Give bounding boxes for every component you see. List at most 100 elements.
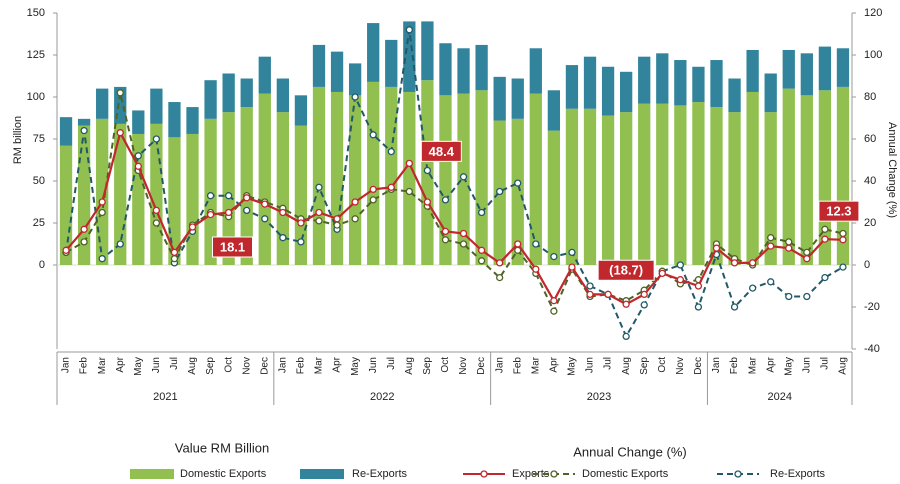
line-marker (622, 332, 630, 341)
bar-segment (204, 118, 217, 265)
bar-segment (403, 21, 416, 92)
line-marker (550, 297, 558, 305)
x-tick-label: Feb (729, 357, 740, 375)
year-label: 2023 (587, 391, 611, 403)
bar-segment (294, 95, 308, 126)
x-tick-label: Oct (657, 357, 668, 373)
x-tick-label: Apr (332, 356, 343, 372)
x-tick-label: Mar (97, 356, 108, 374)
line-marker (261, 215, 269, 223)
line-marker (98, 255, 106, 263)
line-marker (477, 208, 486, 217)
line-marker (152, 135, 161, 143)
bar-segment (348, 63, 362, 96)
value-label-box (818, 200, 860, 222)
line-marker (514, 179, 522, 187)
bar-segment (150, 88, 163, 124)
bar-segment (620, 71, 633, 113)
line-marker (532, 240, 540, 248)
line-marker (315, 208, 323, 217)
bar-segment (240, 78, 253, 108)
line-marker (80, 126, 88, 135)
line-marker (676, 261, 685, 269)
line-marker (568, 263, 576, 271)
line-marker (767, 242, 775, 250)
bar-segment (330, 91, 344, 266)
x-tick-label: May (350, 357, 361, 376)
line-marker (622, 300, 630, 308)
bar-segment (475, 90, 488, 265)
legend-heading: Annual Change (%) (573, 444, 686, 459)
line-marker (839, 236, 847, 244)
bar-segment (601, 66, 615, 116)
line-marker (730, 303, 739, 311)
line-marker (116, 240, 124, 248)
line-marker (803, 255, 811, 263)
bar-segment (276, 78, 289, 113)
line-marker (514, 240, 522, 248)
x-tick-label: Sep (639, 357, 650, 375)
line-marker (333, 215, 341, 223)
line-marker (98, 208, 106, 217)
line-marker (477, 246, 486, 254)
x-tick-label: Aug (404, 357, 415, 375)
bar-segment (385, 86, 398, 265)
bar-segment (312, 86, 326, 265)
x-tick-label: Jun (585, 357, 596, 373)
y2-tick-label: -40 (864, 343, 880, 355)
bar-segment (656, 53, 669, 104)
y2-tick-label: 60 (864, 133, 876, 145)
x-tick-label: Nov (241, 357, 252, 375)
x-tick-label: Jul (169, 357, 180, 370)
line-marker (116, 129, 124, 137)
bar-segment (493, 76, 506, 121)
line-marker (405, 159, 413, 168)
bar-segment (836, 48, 850, 87)
x-tick-label: Jan (61, 357, 72, 373)
bar-segment (782, 49, 795, 89)
line-marker (351, 93, 359, 101)
bar-segment (547, 90, 561, 131)
bar-segment (330, 51, 344, 92)
value-label-box (212, 236, 254, 258)
line-marker (694, 303, 703, 311)
bar-segment (674, 60, 687, 106)
bar-segment (565, 108, 579, 265)
value-label-box (420, 140, 462, 162)
line-marker (297, 219, 305, 227)
line-marker (785, 238, 793, 246)
bar-segment (457, 48, 470, 94)
line-marker (767, 234, 775, 242)
bar-segment (692, 66, 705, 103)
x-tick-label: Aug (838, 357, 849, 375)
line-marker (315, 217, 323, 225)
bar-segment (511, 78, 524, 119)
line-marker (550, 252, 558, 261)
legend-swatch (480, 470, 488, 478)
line-marker (477, 257, 486, 265)
x-tick-label: Jul (386, 357, 397, 370)
value-label: 18.1 (220, 239, 245, 254)
y2-axis-title: Annual Change (%) (886, 122, 898, 218)
line-marker (586, 290, 594, 299)
line-marker (803, 248, 811, 257)
y2-tick-label: 40 (864, 175, 876, 187)
x-tick-label: Sep (422, 357, 433, 375)
line-series (65, 92, 844, 314)
x-tick-label: Aug (187, 357, 198, 375)
y2-tick-label: 120 (864, 7, 882, 19)
x-tick-label: Apr (765, 356, 776, 372)
line-marker (224, 208, 233, 217)
bar-segment (168, 137, 181, 265)
bar-segment (638, 56, 651, 104)
bar-segment (692, 102, 705, 265)
line-marker (748, 259, 757, 267)
x-tick-label: Jan (494, 357, 505, 373)
bar-segment (620, 112, 633, 266)
y2-tick-label: 80 (864, 91, 876, 103)
bar-segment (583, 56, 597, 109)
y-tick-label: 125 (27, 49, 45, 61)
bar-segment (385, 39, 398, 87)
x-tick-label: Jan (711, 357, 722, 373)
